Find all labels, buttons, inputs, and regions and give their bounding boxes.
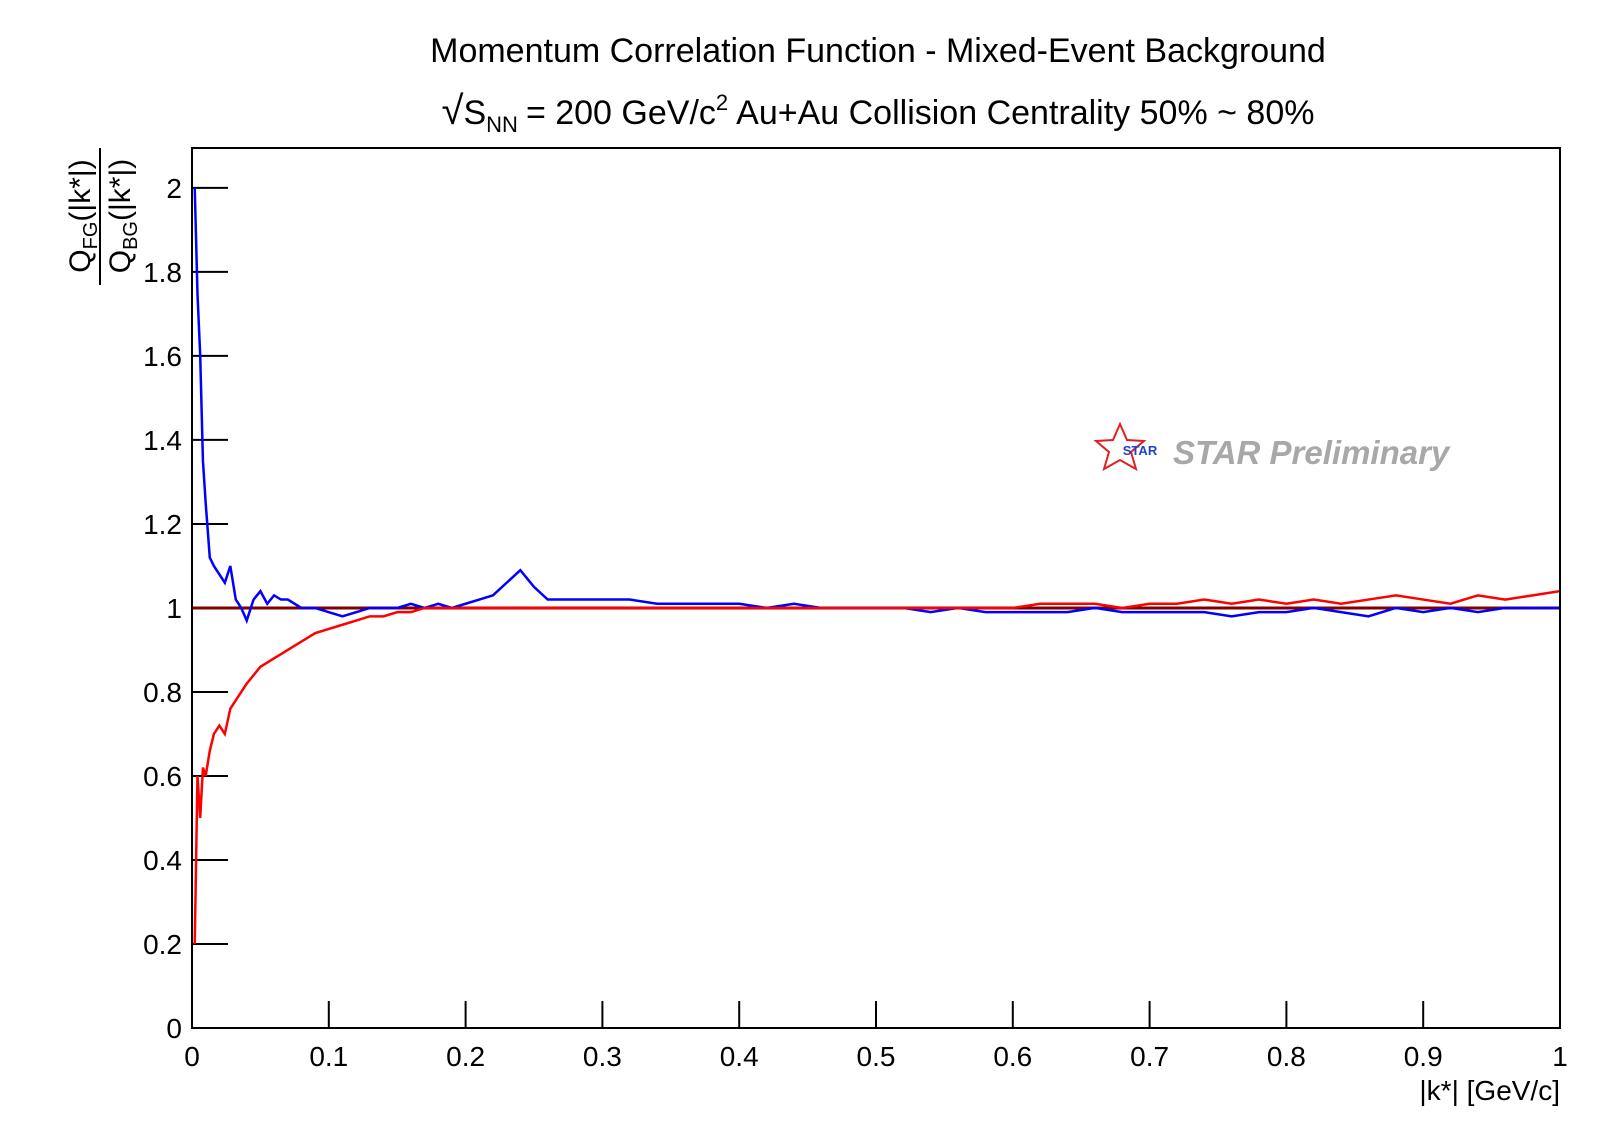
x-tick-label: 0	[184, 1041, 200, 1072]
y-label-q: Q	[104, 250, 137, 273]
star-logo	[1093, 421, 1147, 472]
subtitle-base: S	[463, 94, 486, 132]
watermark: STAR STAR Preliminary	[1093, 421, 1451, 472]
y-label-sub: BG	[120, 221, 142, 250]
data-line	[193, 187, 1560, 625]
y-tick-label: 0	[166, 1013, 182, 1044]
y-tick-label: 1.6	[143, 341, 182, 372]
x-tick-label: 0.5	[857, 1041, 896, 1072]
y-tick-label: 1.2	[143, 509, 182, 540]
y-tick-label: 0.2	[143, 929, 182, 960]
subtitle-sub: NN	[486, 112, 518, 137]
y-tick-label: 0.4	[143, 845, 182, 876]
x-tick-label: 0.8	[1267, 1041, 1306, 1072]
y-label-numerator: QFG(|k*|)	[64, 159, 102, 272]
logo-text: STAR	[1123, 443, 1158, 458]
y-tick-label: 1	[166, 593, 182, 624]
subtitle-text1: = 200 GeV/c	[526, 94, 716, 132]
y-tick-label: 0.8	[143, 677, 182, 708]
y-tick-label: 1.4	[143, 425, 182, 456]
x-tick-label: 0.1	[309, 1041, 348, 1072]
y-label-denominator: QBG(|k*|)	[104, 159, 142, 274]
y-label-q: Q	[64, 249, 97, 272]
subtitle-root: √	[442, 89, 464, 133]
chart-subtitle: √SNN = 200 GeV/c2 Au+Au Collision Centrali…	[442, 89, 1315, 137]
watermark-text: STAR Preliminary	[1173, 434, 1451, 471]
x-tick-label: 1	[1552, 1041, 1568, 1072]
chart-title: Momentum Correlation Function - Mixed-Ev…	[430, 32, 1326, 70]
x-tick-label: 0.3	[583, 1041, 622, 1072]
y-label-arg: (|k*|)	[64, 159, 97, 221]
x-tick-label: 0.4	[720, 1041, 759, 1072]
y-label-sub: FG	[80, 222, 102, 250]
plot-frame	[191, 147, 1561, 1029]
subtitle-sup: 2	[716, 90, 728, 115]
y-tick-label: 2	[166, 173, 182, 204]
subtitle-text2: Au+Au Collision Centrality 50% ~ 80%	[736, 94, 1314, 132]
x-tick-label: 0.7	[1130, 1041, 1169, 1072]
x-axis-label: |k*| [GeV/c]	[1419, 1075, 1560, 1106]
x-tick-label: 0.9	[1404, 1041, 1443, 1072]
y-tick-label: 0.6	[143, 761, 182, 792]
x-tick-label: 0.2	[446, 1041, 485, 1072]
y-tick-label: 1.8	[143, 257, 182, 288]
y-axis-label: QFG(|k*|) QBG(|k*|)	[64, 148, 142, 285]
x-tick-label: 0.6	[993, 1041, 1032, 1072]
y-label-arg: (|k*|)	[104, 159, 137, 221]
data-line	[193, 589, 1560, 945]
